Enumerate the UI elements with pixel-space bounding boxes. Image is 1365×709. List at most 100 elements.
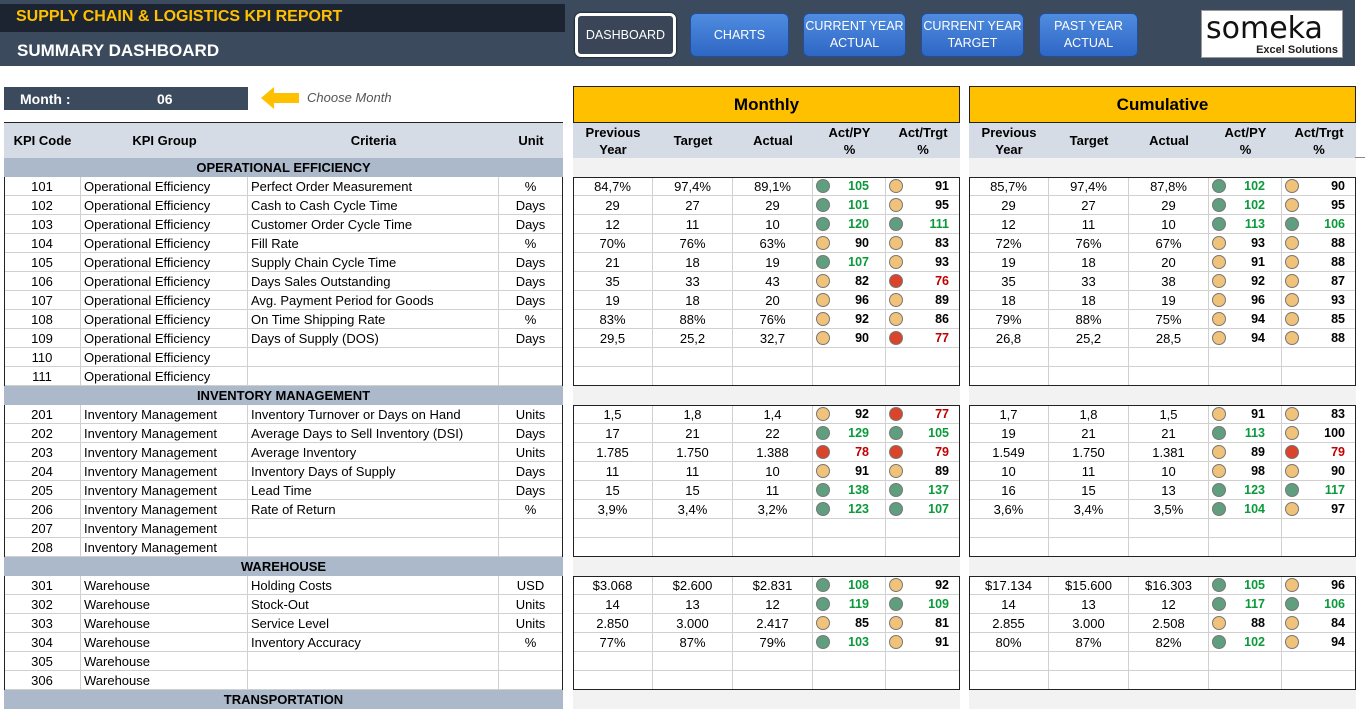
month-selector[interactable]: Month : 06 xyxy=(4,87,248,110)
col-actual: 2.508 xyxy=(1129,614,1209,633)
status-dot-icon xyxy=(816,217,830,231)
col-act-target xyxy=(886,367,960,386)
col-act-target: 83 xyxy=(886,234,960,253)
status-dot-icon xyxy=(889,198,903,212)
col-previous-year: 15 xyxy=(573,481,653,500)
col-kpi-code: 203 xyxy=(4,443,81,462)
current-year-target-button[interactable]: CURRENT YEAR TARGET xyxy=(921,13,1024,57)
col-act-target xyxy=(886,652,960,671)
col-act-py: 123 xyxy=(1209,481,1282,500)
col-kpi-group: Warehouse xyxy=(81,633,248,652)
col-kpi-code: 201 xyxy=(4,405,81,424)
percent-value: 94 xyxy=(1331,635,1345,649)
percent-value: 102 xyxy=(1244,635,1265,649)
section-spacer xyxy=(969,386,1356,405)
month-value[interactable]: 06 xyxy=(157,91,173,107)
col-target: 27 xyxy=(653,196,733,215)
percent-value: 88 xyxy=(1331,236,1345,250)
table-row: 35 33 38 92 87 xyxy=(969,272,1356,291)
col-act-py-header: Act/PY % xyxy=(1224,124,1267,157)
percent-value: 119 xyxy=(848,597,869,611)
col-act-py: 98 xyxy=(1209,462,1282,481)
col-criteria: Lead Time xyxy=(248,481,499,500)
col-actual: 13 xyxy=(1129,481,1209,500)
percent-value: 120 xyxy=(848,217,869,231)
col-act-py: 85 xyxy=(813,614,886,633)
percent-value: 76 xyxy=(935,274,949,288)
status-dot-icon xyxy=(816,635,830,649)
col-act-target: 109 xyxy=(886,595,960,614)
col-kpi-code: 104 xyxy=(4,234,81,253)
status-dot-icon xyxy=(1212,293,1226,307)
table-row: 305 Warehouse xyxy=(4,652,563,671)
percent-value: 89 xyxy=(1251,445,1265,459)
col-act-target: 100 xyxy=(1282,424,1356,443)
col-previous-year: 83% xyxy=(573,310,653,329)
col-act-target: 83 xyxy=(1282,405,1356,424)
col-target: 1,8 xyxy=(1049,405,1129,424)
table-row: 106 Operational Efficiency Days Sales Outs… xyxy=(4,272,563,291)
status-dot-icon xyxy=(1212,407,1226,421)
col-target: $2.600 xyxy=(653,576,733,595)
status-dot-icon xyxy=(816,426,830,440)
col-kpi-group: Warehouse xyxy=(81,576,248,595)
col-act-target: 93 xyxy=(1282,291,1356,310)
col-target: 97,4% xyxy=(653,177,733,196)
percent-value: 86 xyxy=(935,312,949,326)
status-dot-icon xyxy=(1285,597,1299,611)
col-previous-year xyxy=(573,671,653,690)
col-target: 18 xyxy=(1049,291,1129,310)
col-actual: 12 xyxy=(733,595,813,614)
col-act-target: 85 xyxy=(1282,310,1356,329)
status-dot-icon xyxy=(816,464,830,478)
percent-value: 109 xyxy=(928,597,949,611)
col-act-py: 117 xyxy=(1209,595,1282,614)
col-target: 25,2 xyxy=(653,329,733,348)
col-previous-year: 12 xyxy=(969,215,1049,234)
percent-value: 91 xyxy=(935,179,949,193)
status-dot-icon xyxy=(889,635,903,649)
col-actual: 63% xyxy=(733,234,813,253)
percent-value: 93 xyxy=(935,255,949,269)
col-criteria: Inventory Days of Supply xyxy=(248,462,499,481)
col-target xyxy=(1049,348,1129,367)
col-previous-year: 29 xyxy=(969,196,1049,215)
col-previous-year: 2.850 xyxy=(573,614,653,633)
status-dot-icon xyxy=(816,502,830,516)
col-target: 1.750 xyxy=(1049,443,1129,462)
table-row: 204 Inventory Management Inventory Days of… xyxy=(4,462,563,481)
col-criteria: On Time Shipping Rate xyxy=(248,310,499,329)
past-year-actual-button[interactable]: PAST YEAR ACTUAL xyxy=(1039,13,1138,57)
status-dot-icon xyxy=(1285,217,1299,231)
status-dot-icon xyxy=(816,198,830,212)
col-act-target: 79 xyxy=(886,443,960,462)
charts-button[interactable]: CHARTS xyxy=(690,13,789,57)
col-actual: 1,5 xyxy=(1129,405,1209,424)
table-row: 206 Inventory Management Rate of Return% xyxy=(4,500,563,519)
table-row: 302 Warehouse Stock-Out Units xyxy=(4,595,563,614)
percent-value: 83 xyxy=(1331,407,1345,421)
table-row xyxy=(573,519,960,538)
col-kpi-group: Operational Efficiency xyxy=(81,177,248,196)
cumulative-column-header: Previous Year Target Actual Act/PY % Act/Trg… xyxy=(969,122,1356,158)
col-target xyxy=(1049,367,1129,386)
col-act-target: 93 xyxy=(886,253,960,272)
col-actual: 43 xyxy=(733,272,813,291)
dashboard-button[interactable]: DASHBOARD xyxy=(575,13,676,57)
percent-value: 113 xyxy=(1244,217,1265,231)
current-year-actual-button[interactable]: CURRENT YEAR ACTUAL xyxy=(803,13,906,57)
col-actual: 21 xyxy=(1129,424,1209,443)
col-kpi-group: Inventory Management xyxy=(81,424,248,443)
col-previous-year xyxy=(969,348,1049,367)
section-spacer xyxy=(573,386,960,405)
status-dot-icon xyxy=(816,407,830,421)
table-row: 107 Operational Efficiency Avg. Payment Pe… xyxy=(4,291,563,310)
col-previous-year xyxy=(969,652,1049,671)
status-dot-icon xyxy=(1285,578,1299,592)
col-target-header: Target xyxy=(1069,133,1109,148)
percent-value: 107 xyxy=(928,502,949,516)
col-act-target xyxy=(886,519,960,538)
col-actual: $16.303 xyxy=(1129,576,1209,595)
percent-value: 96 xyxy=(1251,293,1265,307)
col-kpi-code: 204 xyxy=(4,462,81,481)
